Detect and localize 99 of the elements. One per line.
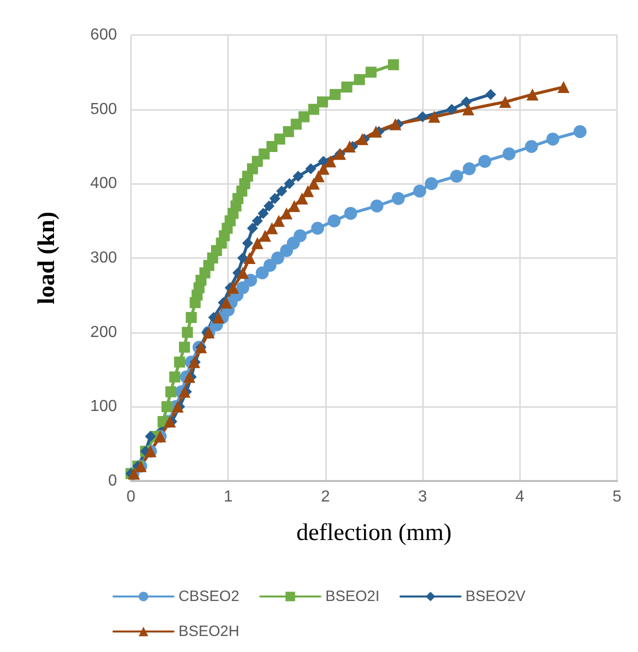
point [269, 193, 280, 204]
point [258, 148, 270, 160]
point [284, 178, 295, 190]
point [247, 222, 258, 234]
point [311, 222, 324, 235]
x-tick-label: 5 [612, 488, 622, 506]
point [316, 96, 328, 108]
point [308, 178, 320, 190]
point [294, 229, 307, 242]
point [324, 155, 336, 168]
point [172, 400, 184, 413]
y-tick-label: 100 [90, 398, 118, 416]
point [164, 416, 176, 428]
y-tick-label: 400 [90, 175, 118, 192]
legend-label: BSEO2H [178, 623, 240, 640]
point [258, 208, 269, 219]
point [165, 386, 176, 398]
point [252, 215, 263, 226]
point [264, 200, 275, 212]
point [370, 126, 382, 138]
point [462, 103, 474, 116]
point [366, 66, 377, 78]
point [524, 140, 538, 153]
point [330, 88, 341, 100]
point [178, 386, 190, 398]
point [526, 88, 538, 100]
x-tick-label: 0 [126, 488, 136, 506]
point [413, 184, 426, 198]
point [259, 230, 272, 242]
legend-label: BSEO2I [325, 588, 380, 605]
point [424, 177, 438, 190]
point [574, 125, 587, 138]
y-tick-label: 500 [90, 100, 118, 118]
y-tick-label: 600 [90, 26, 118, 44]
point [178, 342, 190, 353]
point [169, 371, 180, 382]
point [305, 163, 316, 174]
point [251, 237, 264, 250]
point [296, 192, 308, 205]
legend-label: CBSEO2 [178, 588, 240, 605]
point [182, 326, 193, 338]
y-tick-label: 0 [108, 472, 118, 490]
point [290, 118, 302, 130]
point [344, 140, 356, 152]
point [236, 266, 249, 279]
point [485, 88, 496, 100]
point [280, 207, 293, 220]
point [256, 266, 269, 280]
point [276, 186, 288, 197]
legend-label: BSEO2V [466, 588, 526, 605]
point [502, 147, 516, 160]
point [212, 311, 224, 324]
point [417, 111, 428, 122]
point [174, 356, 186, 368]
point [266, 222, 278, 234]
point [478, 154, 492, 168]
point [161, 401, 172, 412]
point [344, 206, 358, 220]
point [558, 81, 570, 94]
point [462, 162, 476, 176]
point [428, 110, 440, 123]
x-axis-title: deflection (mm) [296, 520, 452, 546]
x-tick-label: 1 [224, 488, 233, 506]
point [389, 118, 402, 130]
point [546, 132, 560, 146]
point [356, 133, 368, 146]
point [460, 96, 472, 108]
point [274, 134, 286, 145]
point [392, 192, 405, 206]
x-tick-label: 3 [418, 488, 428, 506]
point [370, 199, 384, 212]
point [298, 111, 310, 122]
point [271, 252, 284, 264]
point [446, 104, 458, 115]
point [264, 258, 276, 272]
point [388, 59, 399, 70]
point [341, 82, 352, 93]
y-axis-title: load (kn) [34, 212, 60, 304]
point [302, 185, 314, 198]
point [183, 370, 196, 383]
point [354, 74, 365, 86]
point [244, 252, 256, 264]
x-tick-label: 2 [320, 488, 330, 506]
point [450, 170, 464, 183]
point [308, 104, 320, 115]
point [237, 252, 248, 264]
point [499, 96, 512, 108]
y-tick-label: 300 [90, 250, 118, 266]
point [186, 312, 197, 323]
point [272, 214, 285, 227]
point [328, 214, 341, 228]
point [227, 282, 240, 294]
point [144, 430, 156, 442]
point [242, 238, 254, 249]
point [244, 274, 258, 287]
point [292, 170, 304, 182]
x-tick-label: 4 [515, 488, 524, 506]
point [220, 296, 232, 309]
y-tick-label: 200 [90, 324, 118, 341]
